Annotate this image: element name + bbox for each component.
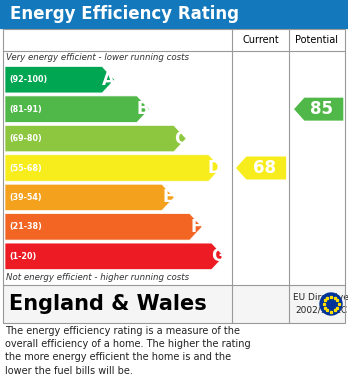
Polygon shape — [294, 98, 343, 120]
Text: 2002/91/EC: 2002/91/EC — [295, 305, 347, 314]
Text: C: C — [174, 129, 186, 147]
Polygon shape — [5, 66, 114, 93]
Bar — [0, 0, 348, 28]
Polygon shape — [5, 126, 186, 152]
Text: E: E — [163, 188, 174, 206]
Bar — [3, 285, 345, 323]
Polygon shape — [5, 155, 221, 181]
Polygon shape — [5, 96, 149, 122]
Text: Potential: Potential — [295, 35, 339, 45]
Circle shape — [320, 293, 342, 315]
Text: (81-91): (81-91) — [9, 105, 42, 114]
Bar — [3, 29, 345, 323]
Text: 85: 85 — [310, 100, 333, 118]
Text: G: G — [211, 247, 225, 265]
Text: The energy efficiency rating is a measure of the
overall efficiency of a home. T: The energy efficiency rating is a measur… — [5, 326, 251, 376]
Text: (55-68): (55-68) — [9, 163, 42, 172]
Text: 68: 68 — [253, 159, 276, 177]
Polygon shape — [236, 156, 286, 179]
Text: F: F — [190, 218, 201, 236]
Text: B: B — [137, 100, 150, 118]
Polygon shape — [5, 184, 174, 211]
Polygon shape — [5, 243, 224, 269]
Polygon shape — [5, 213, 202, 240]
Text: (69-80): (69-80) — [9, 134, 42, 143]
Text: D: D — [208, 159, 222, 177]
Text: A: A — [102, 71, 115, 89]
Text: Current: Current — [242, 35, 279, 45]
Text: (92-100): (92-100) — [9, 75, 47, 84]
Text: (1-20): (1-20) — [9, 252, 36, 261]
Text: Very energy efficient - lower running costs: Very energy efficient - lower running co… — [6, 54, 189, 63]
Text: EU Directive: EU Directive — [293, 294, 348, 303]
Text: England & Wales: England & Wales — [9, 294, 207, 314]
Text: (39-54): (39-54) — [9, 193, 42, 202]
Text: (21-38): (21-38) — [9, 222, 42, 231]
Text: Not energy efficient - higher running costs: Not energy efficient - higher running co… — [6, 273, 189, 283]
Text: Energy Efficiency Rating: Energy Efficiency Rating — [10, 5, 239, 23]
